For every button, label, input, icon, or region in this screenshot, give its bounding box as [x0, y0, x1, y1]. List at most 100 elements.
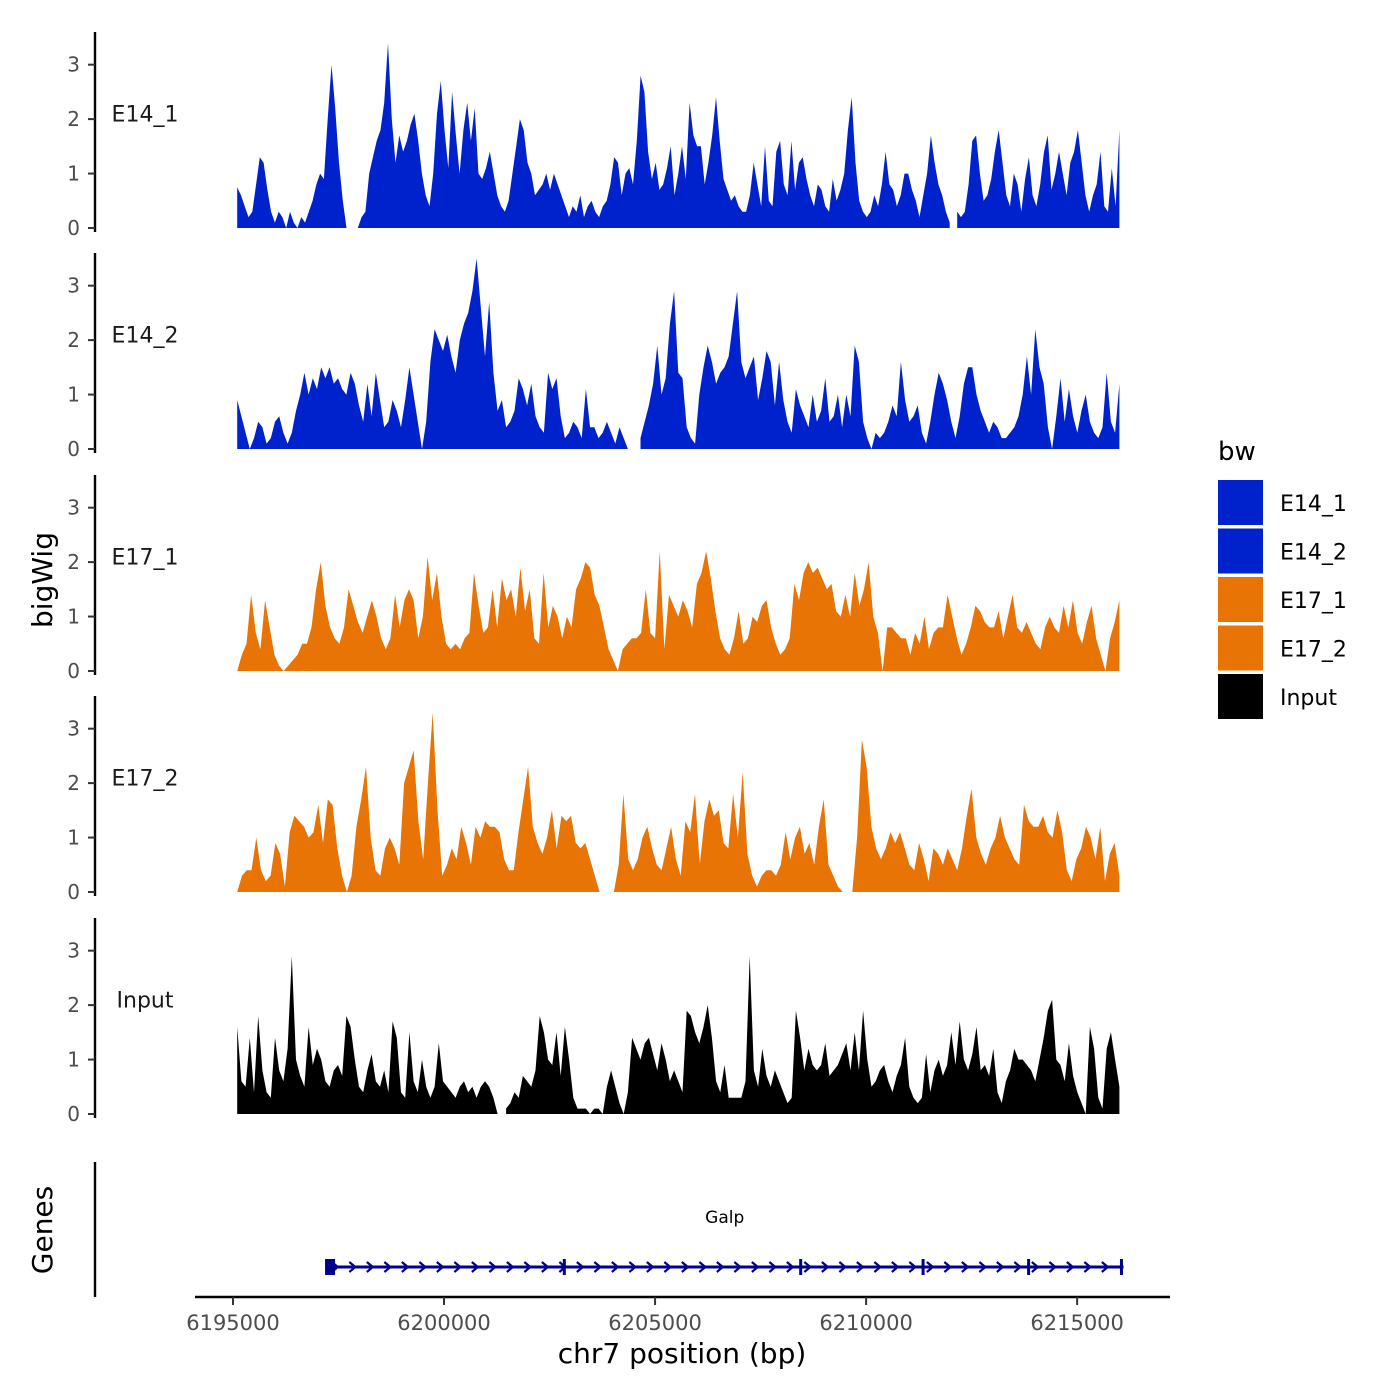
y-tick-label: 0	[67, 216, 80, 240]
track-label: E17_2	[112, 767, 179, 792]
track-area	[237, 258, 628, 449]
strand-arrow	[611, 1261, 620, 1273]
strand-arrow	[663, 1261, 673, 1273]
strand-arrow	[1066, 1261, 1075, 1273]
strand-arrow	[803, 1261, 813, 1273]
strand-arrow	[786, 1261, 795, 1273]
legend-swatch	[1218, 528, 1263, 574]
x-axis: 6195000 6200000 6205000 6210000 6215000 chr7…	[186, 1295, 1170, 1370]
strand-arrow	[1031, 1261, 1040, 1273]
legend-label: Input	[1280, 686, 1337, 711]
legend-swatch	[1218, 625, 1263, 671]
strand-arrow	[856, 1261, 865, 1273]
y-tick-label: 3	[67, 939, 80, 963]
strand-arrow	[768, 1261, 778, 1273]
legend-entry-E14_2: E14_2	[1218, 528, 1347, 574]
strand-arrow	[593, 1261, 603, 1273]
legend-label: E17_1	[1280, 589, 1347, 614]
strand-arrow	[488, 1261, 498, 1273]
y-tick-label: 1	[67, 383, 80, 407]
y-tick-label: 2	[67, 993, 80, 1017]
strand-arrow	[733, 1261, 743, 1273]
x-tick-label: 6195000	[186, 1311, 280, 1335]
x-tick-label: 6210000	[819, 1311, 913, 1335]
strand-arrow	[961, 1261, 970, 1273]
legend-entries: E14_1 E14_2 E17_1 E17_2 Input	[1218, 480, 1347, 719]
gene-exon	[1119, 1259, 1123, 1275]
legend-entry-E17_2: E17_2	[1218, 625, 1347, 671]
strand-arrow	[1101, 1261, 1110, 1273]
strand-arrow	[366, 1261, 375, 1273]
strand-arrow	[943, 1261, 953, 1273]
y-tick-label: 2	[67, 550, 80, 574]
legend-title: bw	[1218, 437, 1256, 467]
track-Input: 0 1 2 3 Input	[67, 918, 1120, 1126]
track-area	[506, 956, 1120, 1114]
track-E14_1: 0 1 2 3 E14_1	[67, 32, 1120, 240]
genes-group: Galp	[325, 1208, 1124, 1275]
genes-panel: Genes Galp	[26, 1162, 1124, 1297]
y-tick-label: 2	[67, 771, 80, 795]
track-label: E14_2	[112, 324, 179, 349]
gene-Galp: Galp	[325, 1208, 1124, 1275]
gene-exon	[562, 1259, 566, 1275]
strand-arrow	[436, 1261, 445, 1273]
y-tick-label: 3	[67, 717, 80, 741]
y-tick-label: 1	[67, 162, 80, 186]
strand-arrow	[926, 1261, 935, 1273]
strand-arrow	[541, 1261, 550, 1273]
genes-axis-label: Genes	[26, 1186, 59, 1274]
strand-arrow	[523, 1261, 533, 1273]
track-area	[237, 956, 498, 1114]
strand-arrow	[471, 1261, 480, 1273]
legend-swatch	[1218, 577, 1263, 622]
y-tick-label: 2	[67, 107, 80, 131]
strand-arrow	[348, 1261, 358, 1273]
gene-exon	[1027, 1259, 1031, 1275]
gene-exon	[325, 1259, 336, 1275]
y-tick-label: 3	[67, 53, 80, 77]
legend-entry-E14_1: E14_1	[1218, 480, 1347, 525]
x-tick-label: 6215000	[1030, 1311, 1124, 1335]
track-label: E17_1	[112, 546, 179, 571]
strand-arrow	[908, 1261, 918, 1273]
track-label: Input	[117, 989, 174, 1014]
strand-arrow	[838, 1261, 848, 1273]
y-tick-label: 3	[67, 496, 80, 520]
track-area	[640, 291, 1120, 449]
strand-arrow	[821, 1261, 830, 1273]
legend-swatch	[1218, 480, 1263, 525]
strand-arrow	[1048, 1261, 1058, 1273]
strand-arrow	[383, 1261, 393, 1273]
track-area	[237, 551, 1120, 671]
legend-entry-Input: Input	[1218, 674, 1337, 719]
legend: bw E14_1 E14_2 E17_1 E17_2 Input	[1218, 437, 1347, 719]
strand-arrow	[401, 1261, 410, 1273]
track-area	[613, 772, 843, 892]
track-area	[957, 130, 1120, 228]
track-E14_2: 0 1 2 3 E14_2	[67, 253, 1120, 461]
x-ticks: 6195000 6200000 6205000 6210000 6215000	[186, 1297, 1124, 1335]
track-label: E14_1	[112, 103, 179, 128]
y-tick-label: 0	[67, 437, 80, 461]
strand-arrow	[873, 1261, 883, 1273]
strand-arrow	[996, 1261, 1005, 1273]
track-area	[357, 42, 950, 229]
track-E17_2: 0 1 2 3 E17_2	[67, 696, 1120, 904]
y-tick-label: 0	[67, 880, 80, 904]
x-tick-label: 6200000	[397, 1311, 491, 1335]
legend-label: E17_2	[1280, 638, 1347, 663]
gene-exon	[799, 1259, 803, 1275]
y-axis-label: bigWig	[26, 532, 59, 628]
strand-arrow	[681, 1261, 690, 1273]
strand-arrow	[751, 1261, 760, 1273]
legend-entry-E17_1: E17_1	[1218, 577, 1347, 622]
gene-name-label: Galp	[705, 1208, 744, 1228]
legend-swatch	[1218, 674, 1263, 719]
y-tick-label: 1	[67, 826, 80, 850]
legend-label: E14_1	[1280, 492, 1347, 517]
strand-arrow	[716, 1261, 725, 1273]
track-area	[237, 64, 347, 228]
strand-arrow	[418, 1261, 428, 1273]
gene-exon	[921, 1259, 925, 1275]
